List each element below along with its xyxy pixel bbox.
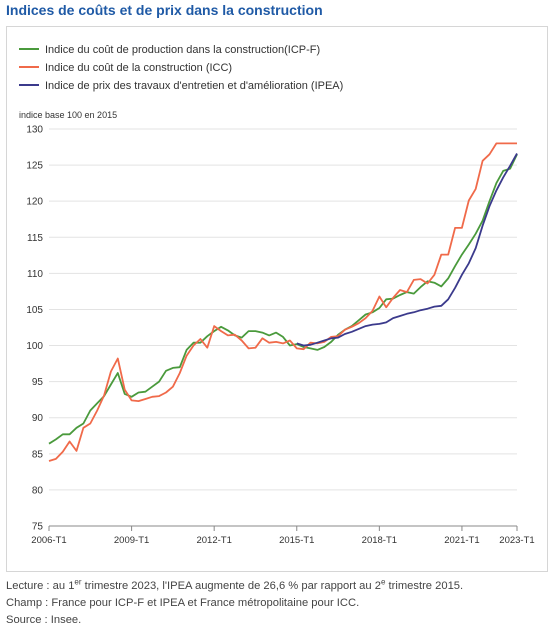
series-line-3 [296, 153, 518, 347]
lecture-sup-1: er [74, 577, 82, 587]
lecture-text-3: trimestre 2015. [385, 580, 464, 592]
chart-panel: Indice du coût de production dans la con… [6, 26, 548, 572]
y-tick-label: 95 [32, 377, 44, 388]
lecture-text-1: Lecture : au 1 [6, 580, 75, 592]
legend-label-3: Indice de prix des travaux d'entretien e… [45, 80, 343, 92]
legend-label-2: Indice du coût de la construction (ICC) [45, 62, 232, 74]
y-tick-label: 80 [32, 485, 44, 496]
y-tick-label: 130 [26, 125, 43, 136]
grid-lines [49, 128, 517, 527]
y-axis-label: indice base 100 en 2015 [19, 110, 117, 120]
y-tick-label: 115 [27, 233, 43, 244]
page-title: Indices de coûts et de prix dans la cons… [6, 2, 323, 18]
y-tick-label: 125 [26, 161, 43, 172]
y-tick-label: 120 [26, 197, 43, 208]
y-tick-label: 85 [32, 449, 44, 460]
y-tick-label: 90 [32, 413, 44, 424]
x-tick-label: 2021-T1 [444, 535, 479, 546]
lecture-note: Lecture : au 1er trimestre 2023, l'IPEA … [6, 578, 463, 595]
lecture-text-2: trimestre 2023, l'IPEA augmente de 26,6 … [81, 580, 381, 592]
x-axis: 2006-T1 2009-T1 2012-T1 2015-T1 2018-T1 2021-… [31, 525, 535, 546]
chart-legend: Indice du coût de production dans la con… [19, 44, 343, 92]
line-chart: Indice du coût de production dans la con… [19, 44, 535, 546]
source-note: Source : Insee. [6, 614, 82, 626]
y-tick-label: 110 [27, 269, 43, 280]
series-line-1 [48, 153, 518, 445]
x-tick-label: 2012-T1 [196, 535, 231, 546]
y-tick-label: 75 [32, 522, 44, 533]
y-tick-label: 100 [26, 341, 43, 352]
series-lines [48, 142, 518, 462]
x-tick-label: 2006-T1 [31, 535, 66, 546]
x-tick-label: 2023-T1 [499, 535, 534, 546]
y-axis: 75 80 85 90 95 100 105 110 115 120 125 130 [26, 125, 43, 533]
footnotes: Lecture : au 1er trimestre 2023, l'IPEA … [6, 578, 463, 629]
y-tick-label: 105 [26, 305, 43, 316]
x-tick-label: 2009-T1 [114, 535, 149, 546]
legend-label-1: Indice du coût de production dans la con… [45, 44, 320, 56]
x-tick-label: 2015-T1 [279, 535, 314, 546]
series-line-2 [48, 142, 517, 462]
x-tick-label: 2018-T1 [362, 535, 397, 546]
champ-note: Champ : France pour ICP-F et IPEA et Fra… [6, 597, 360, 609]
lecture-sup-2: e [380, 577, 386, 587]
